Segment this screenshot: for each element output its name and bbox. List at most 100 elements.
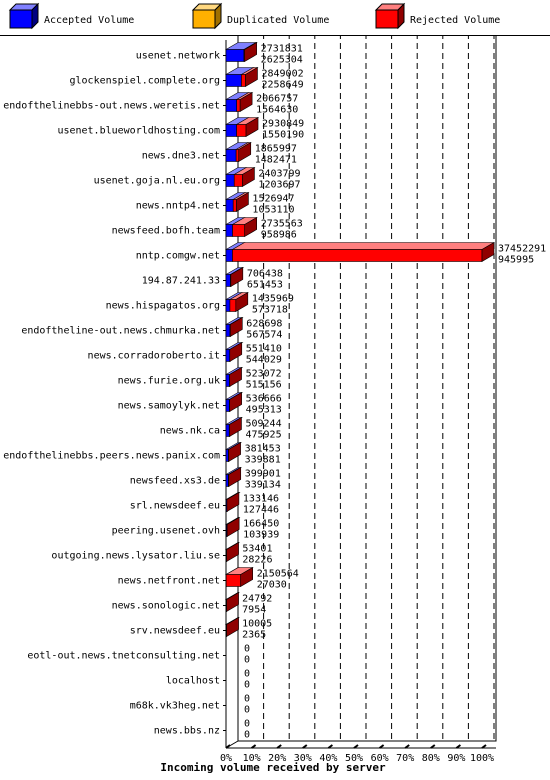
category-label: newsfeed.bofh.team [112,226,220,237]
total-value-label: 2735563 [261,219,303,230]
bar-side [242,166,255,188]
total-value-label: 509244 [245,419,281,430]
total-value-label: 0 [244,694,250,705]
x-axis-title: Incoming volume received by server [160,761,386,774]
total-value-label: 53401 [242,544,272,555]
accepted-value-label: 945995 [498,255,534,266]
x-tick [404,744,410,749]
total-value-label: 2403799 [258,169,300,180]
chart-category-labels: usenet.network glockenspiel.complete.org e… [3,51,220,737]
bar-side [244,41,257,63]
legend-label-duplicated: Duplicated Volume [227,15,329,26]
bar-side [226,616,239,638]
accepted-value-label: 27030 [257,580,287,591]
x-tick-label: 20% [268,753,286,764]
bar-side [229,416,242,438]
total-value-label: 166450 [243,519,279,530]
bar-side [229,366,242,388]
legend-label-accepted: Accepted Volume [44,15,134,26]
legend-item-rejected: Rejected Volume [374,2,500,30]
bar-side [481,241,495,263]
x-tick-label: 50% [345,753,363,764]
bar-segment [225,74,242,87]
category-label: news.corradoroberto.it [88,351,220,362]
bar-segment [225,349,231,362]
accepted-value-label: 0 [244,705,250,716]
accepted-value-label: 0 [244,730,250,741]
x-tick [251,744,257,749]
bar-side [226,491,240,513]
total-value-label: 399901 [245,469,281,480]
bar-side [226,516,240,538]
bar-segment [225,374,230,387]
x-tick [327,744,333,749]
category-label: localhost [166,676,220,687]
legend-swatch-accepted [9,9,33,29]
accepted-value-label: 1564630 [256,105,298,116]
bar-side [235,291,249,313]
x-tick-label: 80% [422,753,440,764]
category-label: news.sonologic.net [112,601,220,612]
accepted-value-label: 475925 [245,430,281,441]
bar-segment [225,124,237,137]
accepted-value-label: 567574 [246,330,282,341]
total-value-label: 2849002 [261,69,303,80]
category-label: news.dne3.net [142,151,220,162]
bar-segment-top [231,242,496,250]
bar-side [236,191,249,213]
bar-segment [233,174,243,187]
category-label: srl.newsdeef.eu [130,501,220,512]
total-value-label: 2731831 [261,44,303,55]
bar-segment [225,149,237,162]
x-tick-label: 40% [319,753,337,764]
bar-segment [236,124,247,137]
x-tick-label: 90% [447,753,465,764]
accepted-value-label: 495313 [246,405,282,416]
x-tick [302,744,308,749]
accepted-value-label: 28226 [242,555,272,566]
accepted-value-label: 0 [244,680,250,691]
accepted-value-label: 1053110 [252,205,294,216]
accepted-value-label: 2258649 [261,80,303,91]
category-label: news.netfront.net [118,576,220,587]
accepted-value-label: 1482471 [255,155,297,166]
accepted-value-label: 651453 [247,280,283,291]
x-tick [455,744,461,749]
accepted-value-label: 339134 [245,480,281,491]
category-label: news.nntp4.net [136,201,220,212]
bar-segment [225,99,237,112]
accepted-value-label: 958986 [261,230,297,241]
category-label: srv.newsdeef.eu [130,626,220,637]
bar-segment [225,449,229,462]
bar-segment [225,424,230,437]
bar-segment [225,399,230,412]
bar-segment [225,199,234,212]
x-tick-label: 30% [294,753,312,764]
bar-segment [235,149,240,162]
bar-segment [225,324,231,337]
accepted-value-label: 544029 [246,355,282,366]
total-value-label: 706438 [247,269,283,280]
category-label: news.furie.org.uk [118,376,220,387]
category-label: usenet.network [136,51,220,62]
total-value-label: 536666 [246,394,282,405]
total-value-label: 551410 [246,344,282,355]
category-label: 194.87.241.33 [142,276,220,287]
bar-segment [225,574,241,587]
total-value-label: 628698 [246,319,282,330]
total-value-label: 2066757 [256,94,298,105]
accepted-value-label: 7954 [242,605,266,616]
category-label: glockenspiel.complete.org [69,76,220,87]
bar-segment [241,74,246,87]
x-tick [379,744,385,749]
x-tick [225,744,231,749]
x-tick-label: 60% [371,753,389,764]
accepted-value-label: 2625304 [261,55,303,66]
bar-segment [225,49,245,62]
bar-side [229,316,243,338]
category-label: endoftheline-out.news.chmurka.net [21,326,220,337]
x-tick-label: 10% [243,753,261,764]
category-label: news.nk.ca [160,426,220,437]
chart-grid [263,36,495,741]
x-tick [353,744,359,749]
